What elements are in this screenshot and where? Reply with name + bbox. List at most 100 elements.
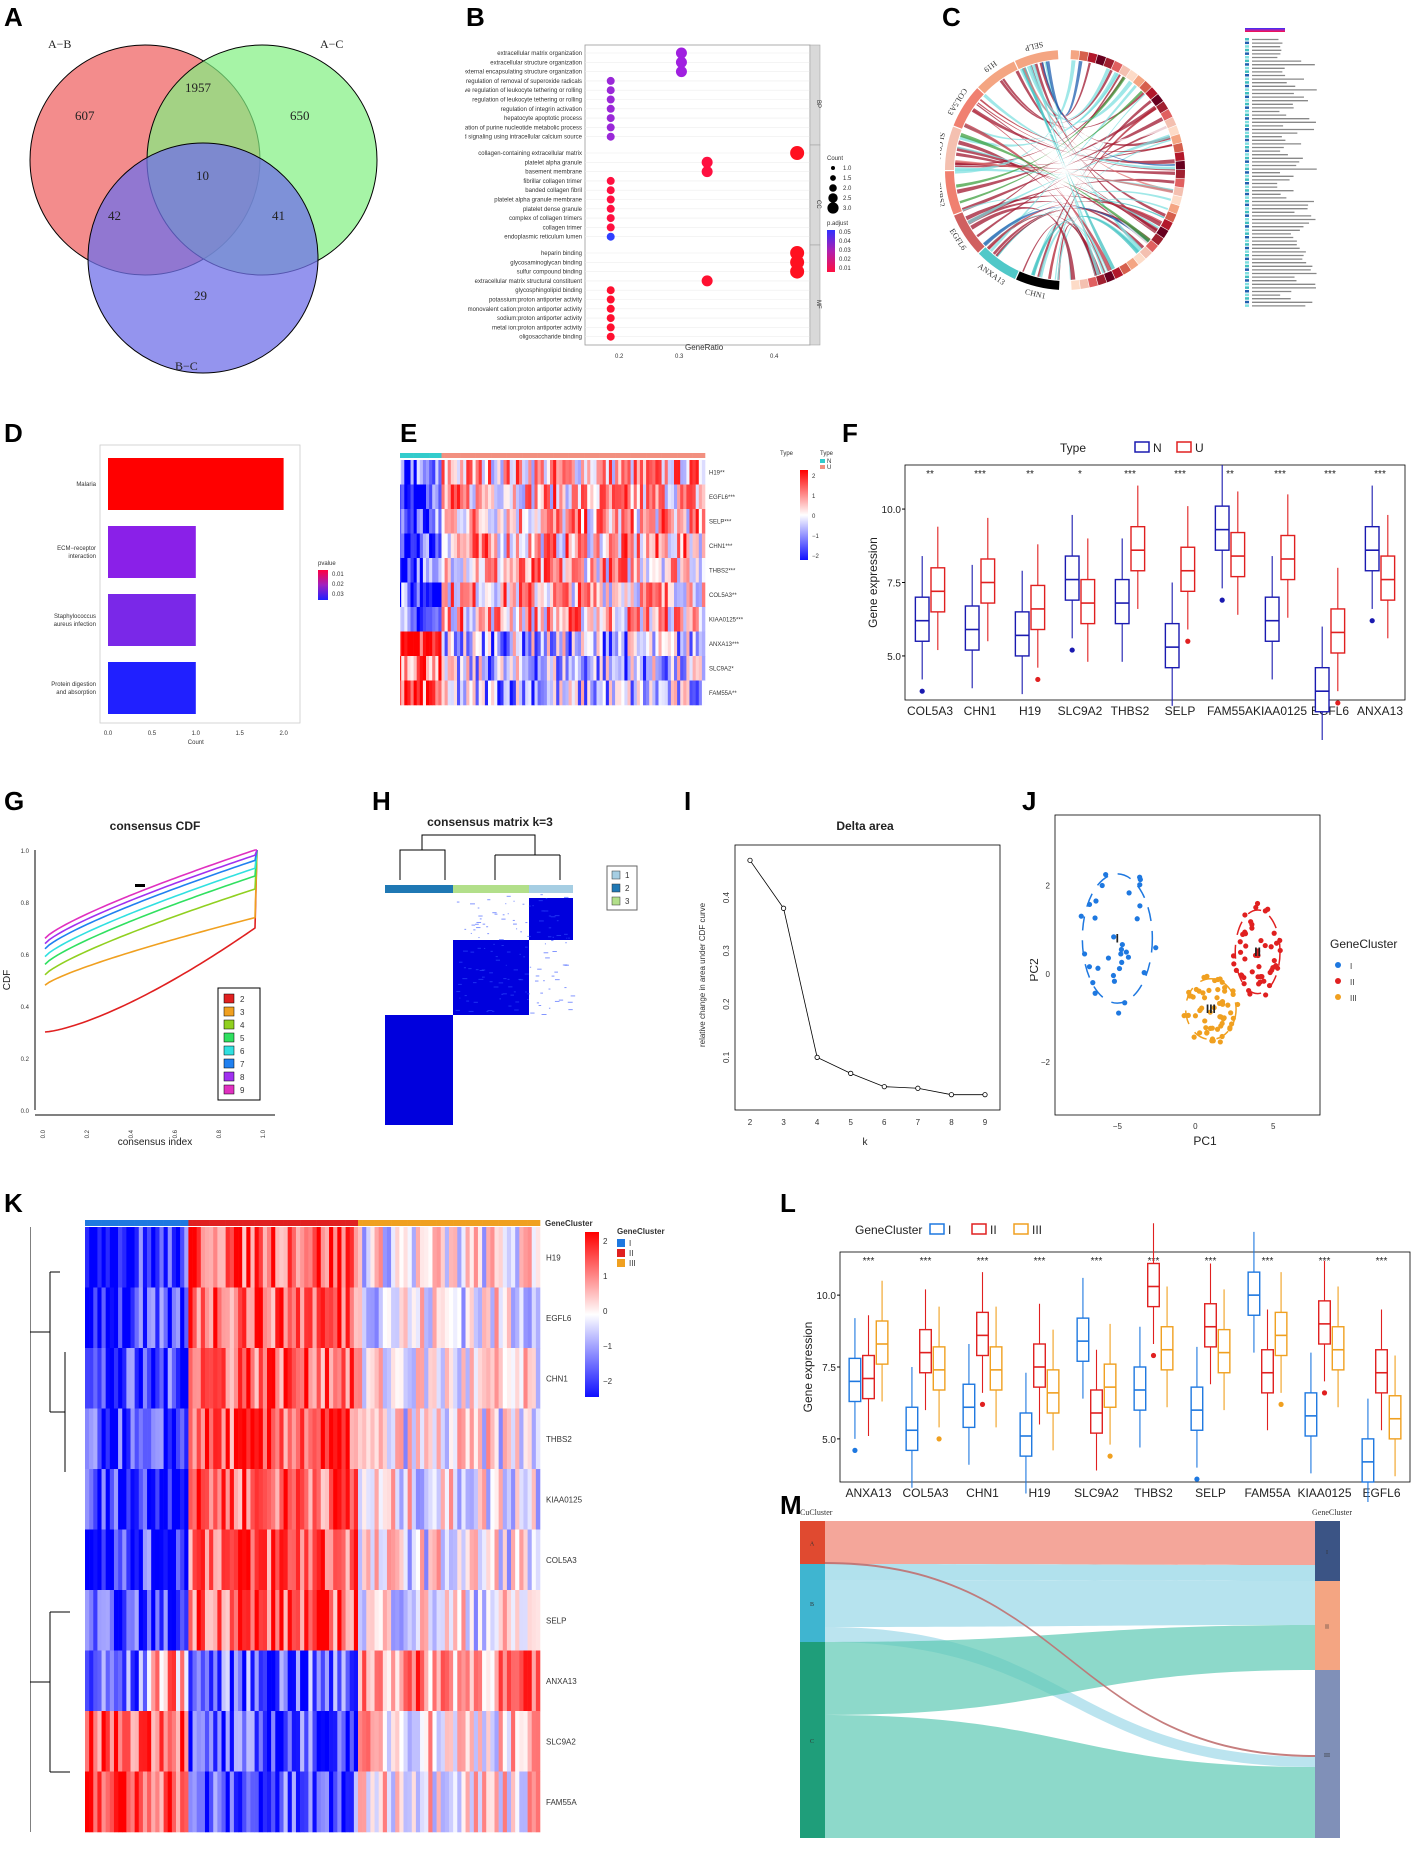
heat-e-cell — [664, 509, 669, 534]
heat-k-cell — [229, 1711, 235, 1772]
heat-e-cell — [621, 558, 625, 583]
chord-legend-swatch — [1245, 293, 1249, 297]
heat-k-cell — [345, 1590, 351, 1651]
heat-e-type-cell — [534, 453, 538, 458]
kegg-legend-2: 0.03 — [332, 592, 344, 598]
consensus-noise — [456, 901, 460, 903]
heat-k-cluster-cell — [482, 1220, 487, 1226]
heat-e-cell — [441, 509, 445, 534]
heat-e-legend-n-label: N — [827, 459, 831, 465]
heat-e-cell — [531, 533, 535, 559]
heat-k-cell — [295, 1348, 301, 1409]
heat-k-cell — [349, 1711, 355, 1772]
heat-e-cell — [525, 509, 529, 534]
chord-legend-swatch — [1245, 95, 1249, 99]
heat-e-type-cell — [466, 453, 470, 458]
heat-e-cell — [646, 558, 650, 583]
heat-e-cell — [556, 509, 560, 534]
pca-point — [1214, 995, 1220, 1001]
cdf-legend-swatch — [223, 1071, 235, 1082]
heat-k-cell — [358, 1287, 363, 1349]
go-dot — [606, 286, 615, 295]
chord-legend-swatch — [1245, 225, 1249, 228]
heat-e-cell — [515, 656, 520, 681]
heat-e-cell — [627, 509, 631, 534]
delta-xtick: 6 — [882, 1118, 887, 1127]
chord-gene-arc — [945, 171, 962, 215]
chord-legend-swatch — [1245, 272, 1249, 275]
heat-k-cell — [436, 1529, 442, 1591]
venn-label-bc: B−C — [175, 359, 198, 373]
heat-e-type-cell — [677, 453, 681, 458]
heat-e-cell — [531, 509, 535, 534]
consensus-noise — [543, 910, 549, 912]
heat-k-cell — [523, 1227, 528, 1288]
heat-e-cell — [491, 631, 495, 657]
heat-k-cell — [246, 1650, 251, 1712]
heat-e-cell — [701, 558, 706, 583]
delta-point — [848, 1070, 854, 1076]
heat-k-cell — [436, 1287, 442, 1349]
heat-k-cell — [217, 1348, 222, 1409]
heat-k-cell — [126, 1771, 131, 1833]
kegg-bar — [108, 594, 196, 646]
heat-k-cluster-cell — [262, 1220, 268, 1226]
go-xlabel: GeneRatio — [685, 343, 724, 352]
heat-k-cell — [217, 1287, 222, 1349]
heat-e-cell — [568, 558, 572, 583]
heat-e-cell — [587, 533, 591, 559]
heat-k-cell — [118, 1650, 123, 1712]
heat-e-cell — [602, 680, 607, 706]
heat-k-cluster-cell — [362, 1220, 367, 1226]
heat-k-cell — [395, 1529, 400, 1591]
boxplot-f: Gene expression5.07.510.0COL5A3**CHN1***… — [866, 441, 1406, 740]
heat-e-cell — [475, 484, 479, 510]
heat-k-cell — [424, 1650, 429, 1712]
box-legend-title: Type — [1060, 441, 1086, 455]
heat-e-cell — [615, 558, 619, 583]
heat-k-cell — [101, 1771, 106, 1833]
heat-k-cell — [246, 1529, 251, 1591]
heat-e-cell — [677, 607, 681, 632]
kegg-category-label: Malaria — [76, 482, 96, 488]
heat-e-cell — [689, 607, 693, 632]
heat-k-cluster-cell — [163, 1220, 169, 1226]
heat-e-cell — [655, 533, 659, 559]
heat-e-cell — [574, 631, 579, 657]
chord-gene-arc — [978, 61, 1018, 94]
kegg-xtick: 0.0 — [104, 731, 113, 737]
heat-e-cell — [400, 582, 402, 608]
heat-e-cell — [435, 656, 439, 681]
heat-e-cell — [460, 607, 464, 632]
heat-k-cell — [291, 1408, 297, 1470]
heat-e-cell — [655, 460, 659, 485]
consensus-noise — [475, 969, 479, 971]
heat-k-cell — [440, 1529, 446, 1591]
heat-k-cluster-cell — [126, 1220, 131, 1226]
heat-k-cell — [130, 1348, 135, 1409]
heat-e-cell — [646, 607, 650, 632]
heat-e-cell — [453, 460, 458, 485]
box-ytick: 7.5 — [822, 1363, 836, 1374]
cdf-ylabel: CDF — [2, 970, 13, 991]
box-body — [964, 605, 980, 651]
heat-e-cell — [444, 533, 448, 559]
heat-e-cell — [624, 533, 628, 559]
heat-e-cell — [469, 484, 473, 510]
heat-k-cell — [378, 1348, 384, 1409]
heat-k-cluster-cell — [320, 1220, 326, 1226]
heat-k-cell — [391, 1771, 396, 1833]
heat-k-cluster-cell — [295, 1220, 301, 1226]
heat-k-cell — [163, 1711, 169, 1772]
heat-k-cell — [374, 1227, 379, 1288]
heat-k-cell — [155, 1711, 160, 1772]
chord-legend-swatch — [1245, 41, 1249, 45]
heat-k-cell — [432, 1348, 437, 1409]
heat-k-cell — [420, 1529, 425, 1591]
heat-k-cell — [238, 1227, 243, 1288]
go-count-legend-label: 3.0 — [843, 206, 852, 212]
consensus-noise — [515, 1001, 520, 1003]
heat-k-cell — [171, 1650, 177, 1712]
chord-pathway-arc — [1170, 134, 1182, 145]
heat-k-cluster-cell — [399, 1220, 404, 1226]
